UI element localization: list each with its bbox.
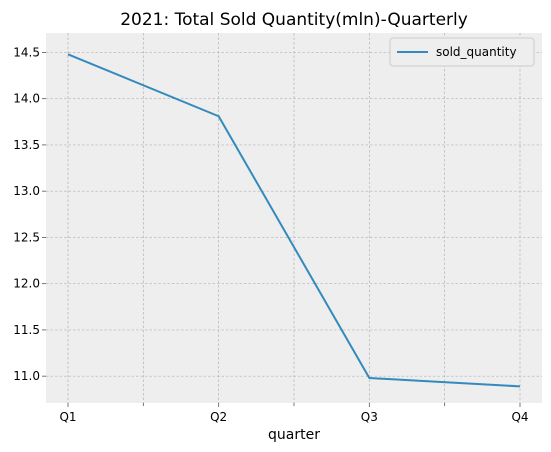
y-tick-label: 12.0	[13, 277, 40, 291]
y-tick-label: 14.0	[13, 92, 40, 106]
x-axis-label: quarter	[268, 427, 320, 443]
y-tick-label: 13.0	[13, 184, 40, 198]
y-tick-label: 14.5	[13, 45, 40, 59]
y-tick-label: 13.5	[13, 138, 40, 152]
legend-label: sold_quantity	[436, 45, 517, 59]
x-tick-label: Q1	[59, 410, 76, 424]
series-line	[67, 53, 521, 388]
x-tick-label: Q3	[361, 410, 378, 424]
series	[67, 53, 521, 388]
ticks: 11.0 11.5 12.0 12.5 13.0 13.5 14.0 14.5 Q1 Q2 Q3 Q4	[13, 45, 528, 424]
x-tick-label: Q2	[210, 410, 227, 424]
y-tick-label: 12.5	[13, 230, 40, 244]
grid	[46, 33, 542, 403]
y-tick-label: 11.5	[13, 323, 40, 337]
legend: sold_quantity	[389, 37, 535, 67]
y-tick-label: 11.0	[13, 369, 40, 383]
x-tick-label: Q4	[511, 410, 528, 424]
chart-title: 2021: Total Sold Quantity(mln)-Quarterly	[120, 10, 468, 30]
legend-box	[389, 37, 535, 67]
